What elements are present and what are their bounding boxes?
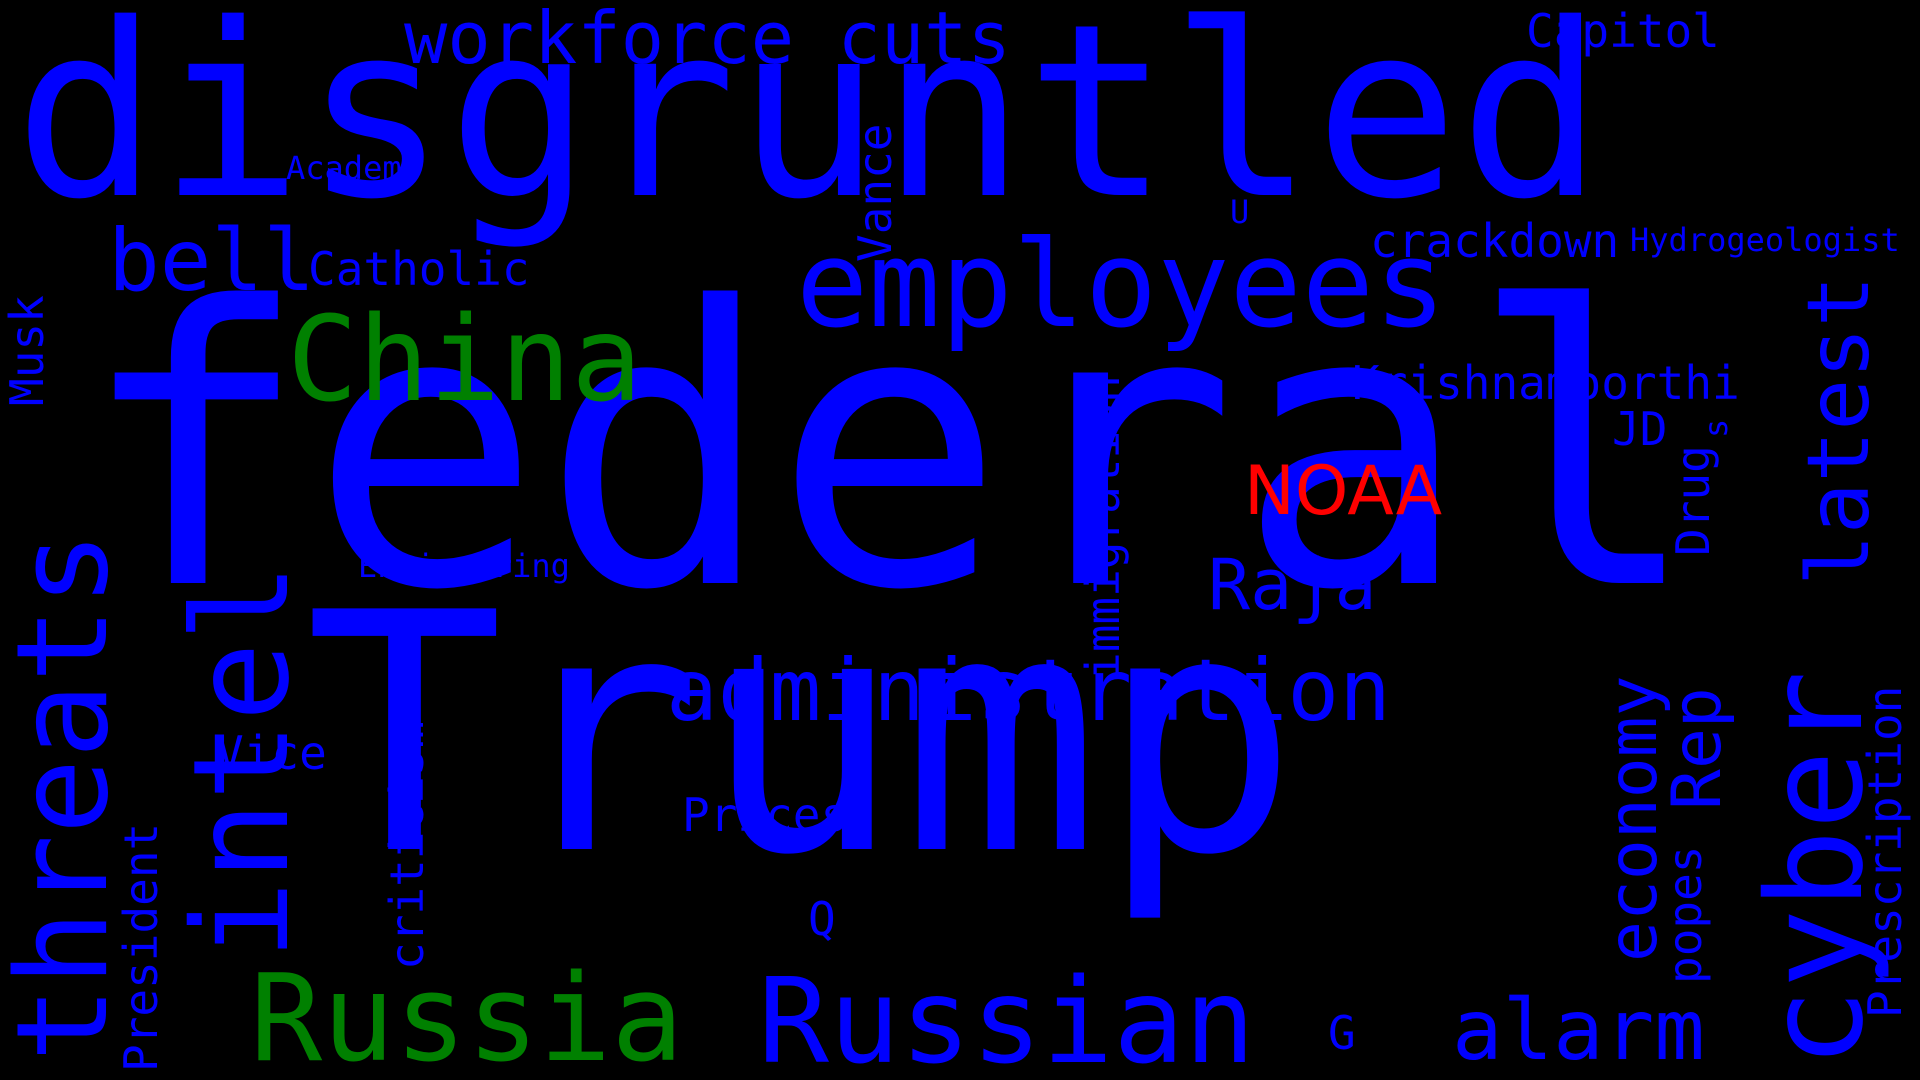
word-crackdown: crackdown [1370, 214, 1620, 268]
word-russian: Russian [758, 952, 1256, 1080]
word-russia: Russia [250, 950, 684, 1080]
word-employees: employees [796, 216, 1447, 355]
word-noaa: NOAA [1244, 452, 1443, 531]
word-immigration: immigration [1076, 375, 1130, 680]
word-disgruntled: disgruntled [14, 0, 1604, 252]
word-alarm: alarm [1452, 981, 1705, 1079]
word-criticism: criticism [380, 720, 434, 970]
word-workforce-cuts: workforce cuts [404, 0, 1011, 80]
word-academy: Academy [286, 149, 421, 187]
word-latest: latest [1789, 275, 1889, 586]
word-president: President [114, 822, 168, 1072]
word-drug: Drug [1666, 445, 1720, 556]
word-hydrogeologist: Hydrogeologist [1630, 221, 1900, 259]
word-vance: Vance [848, 123, 902, 262]
word-trump: Trump [305, 543, 1299, 927]
word-administration: administration [666, 641, 1391, 741]
word-rep: Rep [1658, 687, 1737, 810]
word-s: s [1697, 418, 1735, 438]
word-capitol: Capitol [1526, 4, 1720, 58]
word-china: China [287, 290, 643, 428]
word-catholic: Catholic [308, 242, 530, 296]
word-vice: Vice [216, 726, 327, 780]
word-prescription: Prescription [1858, 685, 1912, 1018]
word-u: U [1230, 193, 1250, 231]
word-g: G [1328, 1006, 1356, 1060]
word-threats: threats [0, 530, 136, 1062]
word-intel: intel [165, 562, 319, 960]
word-federal: federal [78, 226, 1701, 674]
word-bell: bell [108, 211, 316, 311]
word-engineering: Engineering [358, 547, 570, 585]
word-raja: Raja [1208, 544, 1377, 626]
word-krishnamoorthi: Krishnamoorthi [1352, 356, 1740, 410]
word-prices: Prices [682, 788, 849, 842]
word-musk: Musk [0, 295, 54, 406]
word-jd: JD [1612, 402, 1668, 456]
word-q: Q [808, 892, 836, 946]
word-popes: popes [1658, 845, 1712, 984]
